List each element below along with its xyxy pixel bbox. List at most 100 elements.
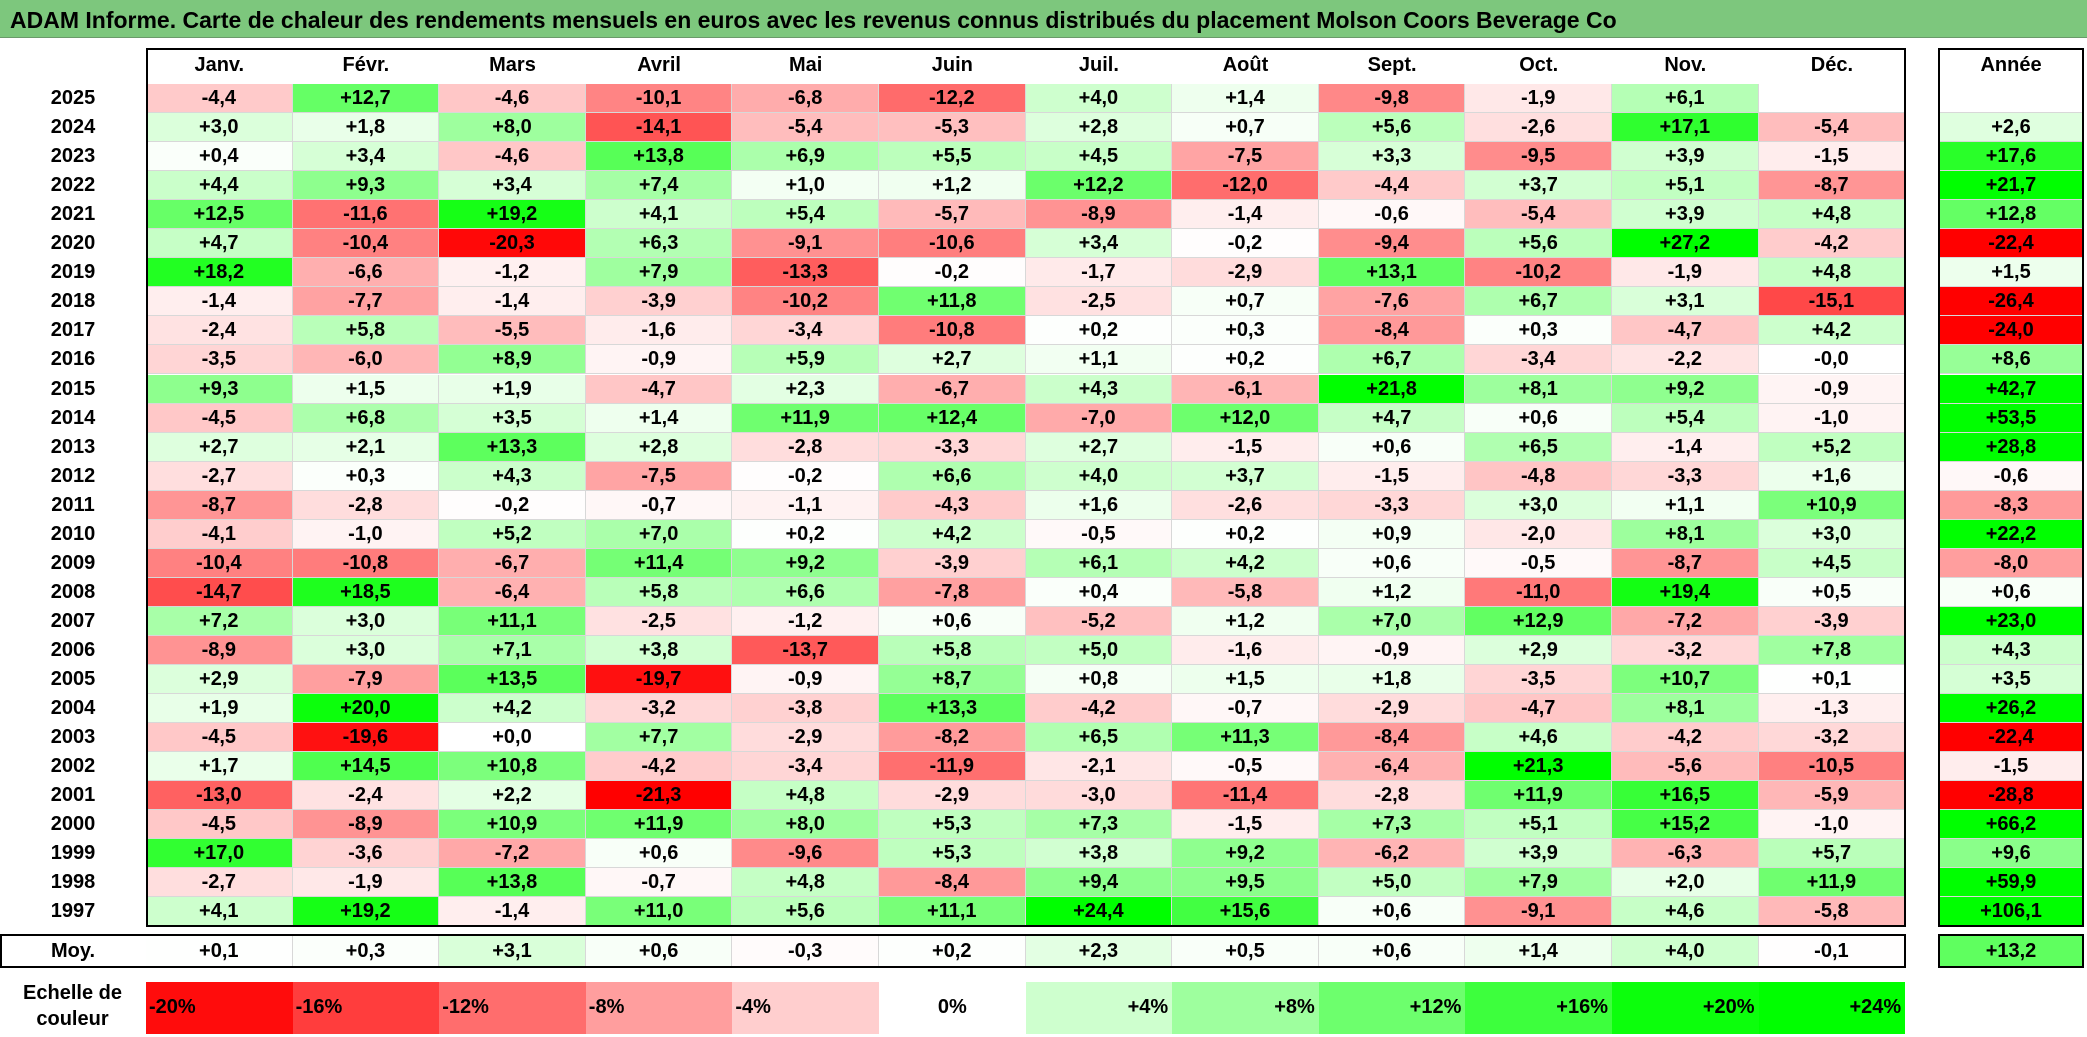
year-total-cell: +59,9 bbox=[1938, 868, 2084, 898]
year-total-cell: +21,7 bbox=[1938, 171, 2084, 201]
heatmap-cell: +17,0 bbox=[146, 839, 293, 869]
row-label: 2019 bbox=[50, 261, 96, 284]
heatmap-cell: +13,8 bbox=[585, 142, 733, 172]
column-header: Juin bbox=[931, 54, 973, 76]
heatmap-cell: +8,0 bbox=[732, 810, 879, 840]
heatmap-cell: -8,4 bbox=[1318, 723, 1466, 753]
heatmap-cell: -0,7 bbox=[1172, 694, 1319, 724]
heatmap-cell: -5,8 bbox=[1172, 577, 1319, 607]
heatmap-cell: -19,6 bbox=[292, 723, 440, 753]
heatmap-cell: -3,9 bbox=[585, 287, 733, 317]
heatmap-cell: -2,2 bbox=[1612, 345, 1759, 375]
heatmap-cell: -8,7 bbox=[1758, 171, 1906, 201]
heatmap-cell: -2,9 bbox=[879, 781, 1026, 811]
heatmap-cell: -21,3 bbox=[585, 781, 733, 811]
heatmap-cell: +1,9 bbox=[146, 694, 293, 724]
heatmap-cell: +11,9 bbox=[1758, 868, 1906, 898]
heatmap-cell: -7,8 bbox=[879, 577, 1026, 607]
heatmap-cell: +13,3 bbox=[439, 432, 586, 462]
heatmap-cell: -4,2 bbox=[1612, 723, 1759, 753]
heatmap-cell: +5,6 bbox=[1465, 229, 1612, 259]
heatmap-cell: +6,1 bbox=[1612, 84, 1759, 114]
heatmap-cell: -6,1 bbox=[1172, 374, 1319, 404]
heatmap-cell: +13,1 bbox=[1318, 258, 1466, 288]
heatmap-cell: +5,1 bbox=[1465, 810, 1612, 840]
heatmap-cell: +9,2 bbox=[1612, 374, 1759, 404]
heatmap-cell: -12,0 bbox=[1172, 171, 1319, 201]
row-label: 2015 bbox=[50, 377, 96, 400]
heatmap-cell: +1,1 bbox=[1025, 345, 1173, 375]
heatmap-cell: +4,6 bbox=[1465, 723, 1612, 753]
average-cell: +0,5 bbox=[1172, 934, 1319, 968]
heatmap-cell: -10,5 bbox=[1758, 752, 1906, 782]
heatmap-cell: +21,8 bbox=[1318, 374, 1466, 404]
column-header: Janv. bbox=[194, 54, 245, 76]
heatmap-cell: +10,9 bbox=[439, 810, 586, 840]
heatmap-cell: -4,7 bbox=[585, 374, 733, 404]
heatmap-cell: +4,1 bbox=[585, 200, 733, 230]
column-header: Avril bbox=[637, 54, 681, 76]
heatmap-cell: +4,5 bbox=[1758, 548, 1906, 578]
row-label: 1997 bbox=[50, 900, 96, 923]
heatmap-cell: +3,9 bbox=[1612, 200, 1759, 230]
heatmap-cell: -7,5 bbox=[585, 461, 733, 491]
heatmap-cell: -9,1 bbox=[1465, 897, 1612, 927]
heatmap-cell: -0,9 bbox=[1758, 374, 1906, 404]
heatmap-cell: -8,7 bbox=[146, 490, 293, 520]
heatmap-cell: -3,2 bbox=[1612, 635, 1759, 665]
heatmap-cell: -4,2 bbox=[1025, 694, 1173, 724]
heatmap-cell: -1,0 bbox=[1758, 810, 1906, 840]
heatmap-cell: +6,7 bbox=[1465, 287, 1612, 317]
heatmap-cell: +0,2 bbox=[1025, 316, 1173, 346]
column-header: Déc. bbox=[1810, 54, 1854, 76]
heatmap-cell: +5,6 bbox=[732, 897, 879, 927]
heatmap-cell: +9,4 bbox=[1025, 868, 1173, 898]
heatmap-cell: +4,2 bbox=[439, 694, 586, 724]
column-header: Sept. bbox=[1367, 54, 1417, 76]
heatmap-cell: +24,4 bbox=[1025, 897, 1173, 927]
heatmap-cell: -1,0 bbox=[1758, 403, 1906, 433]
heatmap-cell: -7,5 bbox=[1172, 142, 1319, 172]
year-total-cell: -24,0 bbox=[1938, 316, 2084, 346]
heatmap-cell: -2,9 bbox=[1172, 258, 1319, 288]
heatmap-cell: +0,2 bbox=[1172, 345, 1319, 375]
row-label: 2011 bbox=[51, 493, 95, 516]
heatmap-cell: +5,8 bbox=[879, 635, 1026, 665]
heatmap-cell: +2,7 bbox=[1025, 432, 1173, 462]
heatmap-cell: -3,3 bbox=[1612, 461, 1759, 491]
row-label: 2008 bbox=[50, 580, 96, 603]
heatmap-cell: +6,5 bbox=[1465, 432, 1612, 462]
heatmap-cell: -10,6 bbox=[879, 229, 1026, 259]
heatmap-cell: +3,4 bbox=[1025, 229, 1173, 259]
heatmap-cell: -8,4 bbox=[879, 868, 1026, 898]
heatmap-cell: +5,3 bbox=[879, 810, 1026, 840]
heatmap-cell: +10,7 bbox=[1612, 665, 1759, 695]
heatmap-cell: -4,2 bbox=[1758, 229, 1906, 259]
heatmap-cell: -4,8 bbox=[1465, 461, 1612, 491]
heatmap-cell bbox=[1758, 84, 1906, 114]
heatmap-cell: +4,8 bbox=[732, 781, 879, 811]
heatmap-cell: -10,4 bbox=[292, 229, 440, 259]
heatmap-cell: -3,2 bbox=[1758, 723, 1906, 753]
heatmap-cell: +1,2 bbox=[1172, 606, 1319, 636]
row-label: 2007 bbox=[50, 609, 96, 632]
heatmap-cell: -1,4 bbox=[439, 287, 586, 317]
heatmap-cell: +3,5 bbox=[439, 403, 586, 433]
row-label: 2018 bbox=[50, 290, 96, 313]
heatmap-cell: +3,8 bbox=[1025, 839, 1173, 869]
heatmap-cell: +1,6 bbox=[1758, 461, 1906, 491]
heatmap-cell: -7,9 bbox=[292, 665, 440, 695]
heatmap-cell: +5,8 bbox=[292, 316, 440, 346]
year-total-cell: +9,6 bbox=[1938, 839, 2084, 869]
heatmap-cell: +11,8 bbox=[879, 287, 1026, 317]
heatmap-cell: +0,7 bbox=[1172, 287, 1319, 317]
scale-step: +4% bbox=[1025, 982, 1173, 1034]
heatmap-cell: -0,5 bbox=[1025, 519, 1173, 549]
scale-step: -4% bbox=[732, 982, 879, 1034]
heatmap-cell: -8,9 bbox=[146, 635, 293, 665]
year-total-cell: +4,3 bbox=[1938, 635, 2084, 665]
heatmap-cell: -6,7 bbox=[439, 548, 586, 578]
heatmap-cell: -4,3 bbox=[879, 490, 1026, 520]
heatmap-cell: -6,4 bbox=[439, 577, 586, 607]
year-total-cell: -8,3 bbox=[1938, 490, 2084, 520]
